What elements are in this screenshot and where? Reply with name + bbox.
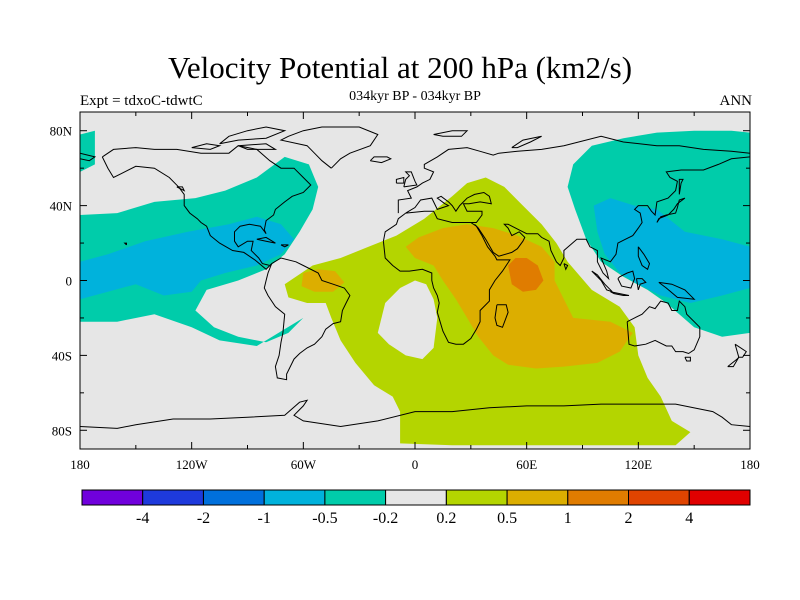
colorbar-label: -2 (197, 510, 210, 527)
colorbar-label: -1 (258, 510, 271, 527)
coastline-segment-16 (626, 300, 701, 355)
colorbar-label: 0.5 (497, 510, 517, 527)
coastline-segment-15 (637, 246, 651, 271)
coastline-segment-8 (474, 156, 750, 281)
coastline-segment-28 (219, 126, 287, 145)
colorbar-label: 1 (564, 510, 572, 527)
colorbar-swatch (263, 489, 326, 506)
colorbar-label: 4 (685, 510, 693, 527)
y-tick-label: 40N (50, 199, 73, 214)
coastline-segment-3 (397, 135, 750, 214)
coastline-segment-21 (403, 171, 418, 188)
colorbar-swatch (203, 489, 265, 506)
coastline-segment-9 (656, 197, 686, 223)
contour-region-neg-1-6 (593, 198, 750, 303)
coastline-segment-32 (563, 263, 569, 271)
x-tick-label: 180 (740, 457, 760, 472)
map-plot-area (80, 112, 750, 449)
contour-region-pos-0-5-9 (405, 224, 633, 369)
colorbar-swatch (445, 489, 508, 506)
x-tick-label: 60E (516, 457, 537, 472)
colorbar: -4 -2 -1 -0.5 -0.2 0.2 0.5 1 2 4 (81, 489, 751, 527)
colorbar-label: 0.2 (436, 510, 456, 527)
coastline-segment-22 (395, 176, 405, 184)
colorbar-swatch (385, 489, 447, 506)
coastline-segment-1 (263, 257, 351, 381)
coastline-segment-2 (279, 126, 379, 169)
y-tick-label: 40S (52, 348, 72, 363)
chart-subtitle: 034kyr BP - 034kyr BP (349, 89, 481, 104)
coastline-segment-6 (382, 212, 407, 242)
coastline-segment-35 (80, 152, 97, 162)
coastline-segment-33 (678, 178, 684, 195)
colorbar-swatch (567, 489, 629, 506)
coastlines (80, 126, 750, 429)
x-tick-label: 120E (625, 457, 653, 472)
axis-ticks: 180 120W 60W 0 60E 120E 180 80N 40N 0 40S 80S (50, 112, 760, 472)
experiment-label: Expt = tdxoC-tdwtC (80, 93, 203, 109)
colorbar-swatch (688, 489, 751, 506)
colorbar-swatch (628, 489, 690, 506)
coastline-segment-5 (382, 222, 511, 345)
colorbar-label: 2 (625, 510, 633, 527)
chart-title: Velocity Potential at 200 hPa (km2/s) (167, 50, 633, 85)
y-tick-label: 80N (50, 124, 73, 139)
contour-region-neg-0-5-3 (171, 295, 194, 311)
coastline-segment-19 (727, 356, 740, 368)
x-tick-label: 120W (176, 457, 209, 472)
contour-region-pos-1-11 (508, 258, 544, 292)
contour-region-neutral-8 (377, 280, 438, 360)
y-tick-label: 0 (66, 274, 73, 289)
coastline-segment-7 (494, 304, 509, 328)
coastline-segment-27 (238, 143, 278, 150)
colorbar-label: -0.2 (373, 510, 398, 527)
coastline-segment-14 (658, 281, 696, 300)
y-tick-label: 80S (52, 423, 72, 438)
coastline-segment-20 (80, 399, 750, 429)
coastline-segment-13 (636, 278, 647, 291)
coastline-segment-31 (511, 135, 542, 149)
colorbar-swatch (506, 489, 569, 506)
coastline-segment-29 (191, 143, 222, 150)
contour-region-neg-1-2 (80, 216, 294, 300)
season-label: ANN (719, 93, 753, 109)
x-tick-label: 180 (70, 457, 90, 472)
colorbar-label: -4 (136, 510, 149, 527)
colorbar-swatch (81, 489, 144, 506)
coastline-segment-10 (591, 270, 613, 293)
colorbar-swatch (142, 489, 204, 506)
colorbar-label: -0.5 (312, 510, 337, 527)
coastline-segment-24 (256, 236, 276, 244)
coastline-segment-12 (617, 270, 636, 289)
x-tick-label: 60W (291, 457, 317, 472)
x-tick-label: 0 (412, 457, 419, 472)
coastline-segment-30 (433, 130, 469, 137)
coastline-segment-11 (610, 291, 630, 296)
coastline-segment-18 (734, 343, 747, 358)
coastline-segment-23 (369, 156, 392, 164)
coastline-segment-26 (176, 186, 186, 192)
contour-region-neg-0-5-0 (80, 130, 95, 172)
colorbar-swatch (324, 489, 387, 506)
coastline-segment-34 (123, 242, 127, 246)
coastline-segment-0 (101, 145, 312, 270)
coastline-segment-17 (684, 356, 691, 362)
coastline-segment-25 (280, 244, 289, 248)
